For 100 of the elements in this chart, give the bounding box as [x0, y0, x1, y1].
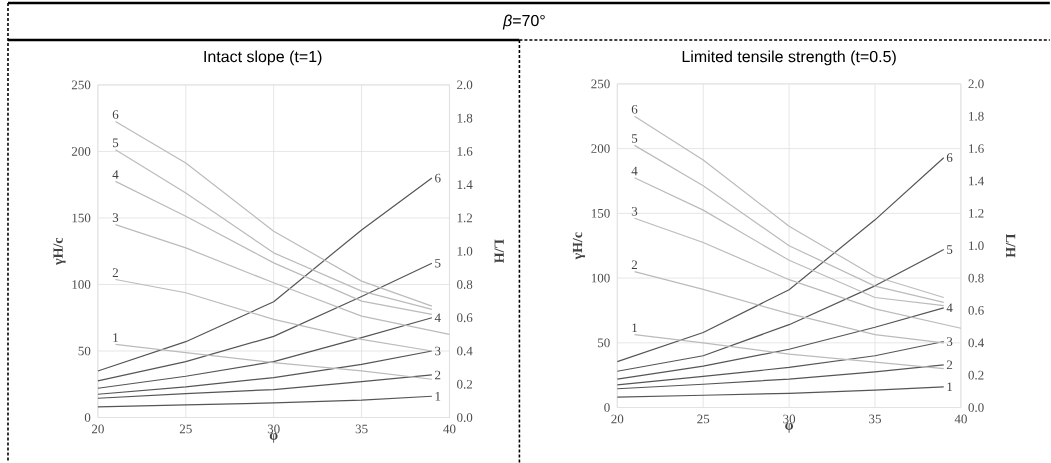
- y-tick-label: 100: [72, 279, 91, 289]
- y-tick-label: 0: [84, 413, 91, 422]
- line-series: [97, 350, 433, 395]
- line-series: [97, 374, 433, 399]
- series-label: 6: [631, 104, 638, 114]
- series-label: 1: [113, 333, 118, 342]
- line-series: [616, 248, 945, 372]
- series-label: 2: [112, 268, 118, 277]
- line-series: [616, 364, 945, 390]
- line-series: [97, 262, 433, 382]
- y2-tick-label: 0.2: [457, 379, 473, 389]
- x-tick-label: 20: [611, 414, 624, 424]
- series-label: 1: [632, 323, 637, 332]
- chart-title: Intact slope (t=1): [204, 50, 322, 66]
- series-label: 6: [112, 110, 119, 119]
- series-label: 2: [435, 370, 441, 380]
- chart-title: Limited tensile strength (t=0.5): [682, 50, 896, 66]
- line-series: [616, 307, 945, 380]
- series-label: 3: [112, 213, 119, 222]
- y-tick-label: 250: [591, 79, 610, 89]
- series-label: 3: [435, 346, 441, 356]
- line-series: [114, 343, 433, 380]
- line-series: [114, 180, 433, 315]
- y2-tick-label: 0.2: [968, 370, 984, 380]
- series-label: 2: [946, 360, 953, 369]
- y2-tick-label: 1.0: [457, 246, 473, 256]
- line-series: [633, 177, 945, 307]
- y-tick-label: 50: [78, 346, 91, 356]
- y2-tick-label: 1.8: [457, 113, 473, 123]
- y2-axis-title: L/H: [1005, 233, 1016, 258]
- y2-tick-label: 0.0: [457, 413, 473, 422]
- x-tick-label: 40: [443, 424, 456, 434]
- y-axis-title: γH/c: [572, 232, 586, 260]
- y2-tick-label: 1.2: [457, 213, 473, 223]
- y2-tick-label: 1.2: [969, 208, 984, 218]
- series-label: 1: [435, 391, 441, 401]
- line-series: [97, 177, 433, 372]
- line-series: [97, 395, 433, 408]
- y-tick-label: 200: [591, 144, 610, 153]
- line-series: [633, 270, 945, 344]
- y2-tick-label: 0.0: [968, 403, 984, 412]
- y2-tick-label: 0.8: [457, 279, 473, 289]
- y-axis-title: γH/c: [53, 237, 66, 265]
- series-label: 5: [947, 245, 953, 254]
- series-label: 4: [112, 170, 119, 179]
- y-tick-label: 200: [71, 146, 91, 156]
- y-tick-label: 50: [598, 338, 610, 348]
- x-tick-label: 35: [869, 414, 881, 424]
- line-series: [114, 278, 433, 352]
- y2-tick-label: 1.6: [457, 146, 473, 156]
- line-series: [633, 333, 945, 370]
- y-tick-label: 150: [72, 213, 91, 223]
- y-tick-label: 0: [604, 403, 610, 412]
- x-tick-label: 35: [355, 424, 368, 434]
- line-series: [97, 317, 433, 389]
- y2-tick-label: 1.6: [969, 144, 984, 153]
- series-label: 6: [435, 173, 441, 183]
- series-label: 2: [631, 260, 638, 269]
- y2-tick-label: 1.4: [457, 180, 473, 189]
- series-label: 1: [947, 382, 953, 391]
- x-axis-title: φ: [269, 432, 278, 443]
- series-label: 5: [112, 138, 119, 148]
- line-series: [114, 149, 433, 310]
- x-axis-title: φ: [785, 422, 793, 433]
- series-label: 4: [946, 303, 953, 312]
- x-tick-label: 40: [954, 414, 967, 424]
- x-tick-label: 25: [179, 424, 192, 434]
- series-label: 5: [631, 134, 638, 143]
- y2-tick-label: 2.0: [968, 79, 984, 89]
- line-series: [114, 120, 433, 307]
- y2-tick-label: 0.6: [968, 305, 984, 315]
- line-series: [616, 386, 945, 398]
- series-label: 3: [631, 206, 638, 216]
- line-series: [114, 223, 451, 335]
- line-series: [633, 144, 945, 303]
- x-tick-label: 25: [697, 414, 710, 424]
- text: β=70°: [502, 14, 545, 30]
- y2-tick-label: 0.4: [968, 338, 985, 348]
- series-label: 4: [631, 166, 638, 176]
- series-label: 4: [434, 313, 441, 322]
- y2-tick-label: 1.4: [969, 176, 985, 186]
- line-series: [633, 115, 945, 298]
- y-tick-label: 250: [71, 80, 91, 90]
- y-tick-label: 150: [591, 208, 610, 218]
- y2-tick-label: 0.4: [457, 346, 473, 356]
- y2-tick-label: 2.0: [457, 80, 473, 90]
- series-label: 3: [946, 337, 953, 346]
- y2-tick-label: 0.6: [457, 313, 473, 323]
- x-tick-label: 30: [267, 424, 280, 434]
- line-series: [616, 340, 945, 386]
- y2-tick-label: 1.0: [969, 241, 984, 250]
- y-tick-label: 100: [591, 273, 610, 283]
- x-tick-label: 30: [783, 414, 796, 424]
- x-tick-label: 20: [91, 424, 104, 434]
- y2-axis-title: L/H: [494, 239, 504, 263]
- series-label: 5: [435, 258, 441, 268]
- y2-tick-label: 1.8: [969, 111, 984, 121]
- y2-tick-label: 0.8: [968, 273, 984, 283]
- series-label: 6: [946, 153, 953, 162]
- line-series: [616, 156, 945, 363]
